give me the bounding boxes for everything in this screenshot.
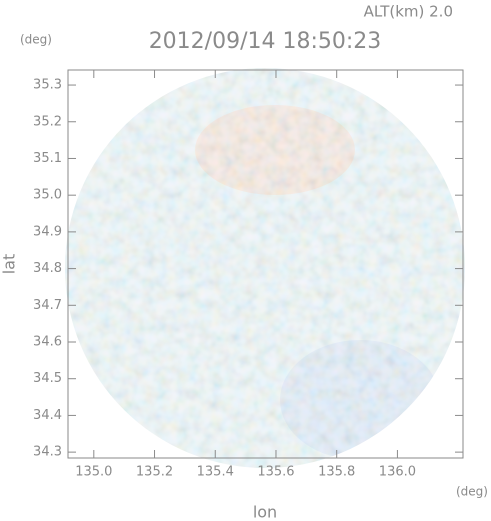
x-tick-label: 135.6: [257, 465, 294, 480]
altitude: ALT(km) 2.0: [364, 3, 453, 21]
y-tick-label: 34.8: [33, 261, 62, 276]
y-tick-label: 35.3: [33, 78, 62, 93]
y-tick-label: 34.4: [33, 408, 62, 423]
y-tick-label: 35.1: [33, 151, 62, 166]
y-tick-label: 34.6: [33, 335, 62, 350]
radar-image: [65, 68, 465, 468]
y-unit: (deg): [20, 33, 52, 47]
y-label: lat: [0, 254, 19, 275]
x-tick-label: 135.0: [75, 465, 112, 480]
y-tick-label: 34.5: [33, 371, 62, 386]
x-unit: (deg): [456, 485, 488, 499]
y-tick-label: 35.0: [33, 188, 62, 203]
y-tick-label: 34.7: [33, 298, 62, 313]
y-tick-label: 34.3: [33, 445, 62, 460]
x-tick-label: 135.8: [318, 465, 355, 480]
plot-frame: [67, 69, 464, 459]
y-tick-label: 35.2: [33, 114, 62, 129]
x-tick-label: 135.2: [136, 465, 173, 480]
x-tick-label: 136.0: [379, 465, 416, 480]
y-tick-label: 34.9: [33, 224, 62, 239]
chart-title: 2012/09/14 18:50:23: [149, 29, 382, 54]
x-tick-label: 135.4: [197, 465, 234, 480]
x-label: lon: [253, 503, 277, 521]
